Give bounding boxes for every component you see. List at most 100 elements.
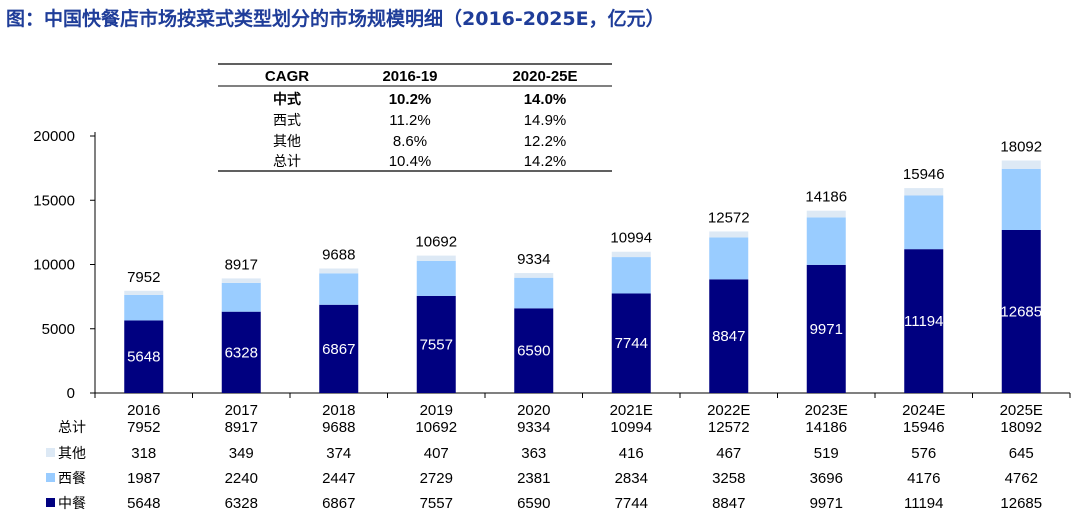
bar-segment-qita xyxy=(611,251,651,258)
bar-segment-qita xyxy=(1001,160,1041,169)
cagr-row-label: 中式 xyxy=(273,91,301,108)
cagr-value: 12.2% xyxy=(524,133,567,150)
bar-segment-qita xyxy=(514,273,554,278)
table-cell: 6328 xyxy=(225,495,258,512)
x-tick-label: 2024E xyxy=(902,402,945,419)
table-cell: 9688 xyxy=(322,419,355,436)
table-cell: 12572 xyxy=(708,419,750,436)
x-tick-label: 2017 xyxy=(225,402,258,419)
table-cell: 4176 xyxy=(907,470,940,487)
table-cell: 467 xyxy=(716,445,741,462)
chart-title: 图：中国快餐店市场按菜式类型划分的市场规模明细（2016-2025E，亿元） xyxy=(6,8,665,30)
total-label: 9334 xyxy=(517,251,550,268)
bar-segment-xican xyxy=(416,260,456,296)
bar-value-label: 5648 xyxy=(127,349,160,366)
bar-segment-qita xyxy=(709,231,749,238)
cagr-value: 14.2% xyxy=(524,153,567,170)
table-cell: 5648 xyxy=(127,495,160,512)
table-cell: 519 xyxy=(814,445,839,462)
table-cell: 10994 xyxy=(610,419,652,436)
bar-value-label: 7744 xyxy=(615,335,648,352)
table-cell: 6867 xyxy=(322,495,355,512)
bar-segment-qita xyxy=(221,278,261,283)
cagr-value: 8.6% xyxy=(393,133,427,150)
cagr-header: 2016-19 xyxy=(382,68,437,85)
cagr-row-label: 总计 xyxy=(273,154,301,170)
bar-segment-zhongcan xyxy=(416,295,456,393)
total-label: 8917 xyxy=(225,256,258,273)
bar-value-label: 12685 xyxy=(1000,303,1042,320)
cagr-row-label: 其他 xyxy=(273,134,301,150)
table-cell: 7744 xyxy=(615,495,648,512)
x-tick-label: 2021E xyxy=(610,402,653,419)
bar-segment-xican xyxy=(319,273,359,305)
x-tick-label: 2022E xyxy=(707,402,750,419)
bar-segment-zhongcan xyxy=(709,279,749,393)
bar-value-label: 7557 xyxy=(420,336,453,353)
cagr-value: 10.2% xyxy=(389,91,432,108)
axis-layer: 0 5000 10000 15000 20000 xyxy=(33,128,1071,402)
bar-segment-xican xyxy=(1001,168,1041,230)
x-tick-label: 2023E xyxy=(805,402,848,419)
bar-value-label: 11194 xyxy=(904,313,944,330)
x-tick-label: 2018 xyxy=(322,402,355,419)
legend-label: 中餐 xyxy=(58,496,86,512)
total-label: 10994 xyxy=(610,230,652,247)
table-cell: 416 xyxy=(619,445,644,462)
table-cell: 7557 xyxy=(420,495,453,512)
bar-segment-zhongcan xyxy=(221,311,261,393)
bar-segment-xican xyxy=(806,217,846,265)
bar-segment-xican xyxy=(124,294,164,321)
bar-segment-xican xyxy=(514,277,554,309)
table-cell: 7952 xyxy=(127,419,160,436)
table-cell: 2447 xyxy=(322,470,355,487)
total-label: 12572 xyxy=(708,209,750,226)
bars-layer xyxy=(124,160,1041,393)
bar-segment-qita xyxy=(806,210,846,218)
table-cell: 363 xyxy=(521,445,546,462)
table-cell: 407 xyxy=(424,445,449,462)
bar-value-label: 6328 xyxy=(225,344,258,361)
table-cell: 18092 xyxy=(1000,419,1042,436)
total-label: 15946 xyxy=(903,166,945,183)
table-cell: 9971 xyxy=(810,495,843,512)
cagr-header: CAGR xyxy=(265,68,309,85)
table-cell: 2834 xyxy=(615,470,648,487)
table-cell: 11194 xyxy=(904,495,944,512)
labels-layer: 5648 7952 2016 6328 8917 2017 6867 9688 2018 7557… xyxy=(127,139,1043,419)
bar-value-label: 6590 xyxy=(517,343,550,360)
y-tick-label: 0 xyxy=(67,385,75,402)
bar-segment-zhongcan xyxy=(1001,229,1041,393)
x-tick-label: 2020 xyxy=(517,402,550,419)
bar-value-label: 8847 xyxy=(712,328,745,345)
cagr-table: CAGR 2016-19 2020-25E 中式 10.2% 14.0% 西式 11.2% 14… xyxy=(218,63,612,172)
bar-segment-zhongcan xyxy=(319,304,359,393)
bar-segment-qita xyxy=(416,255,456,261)
total-label: 9688 xyxy=(322,247,355,264)
bar-segment-zhongcan xyxy=(904,249,944,393)
bar-segment-zhongcan xyxy=(124,320,164,393)
y-tick-label: 15000 xyxy=(33,192,75,209)
table-cell: 12685 xyxy=(1000,495,1042,512)
table-cell: 8917 xyxy=(225,419,258,436)
bar-value-label: 9971 xyxy=(810,321,843,338)
legend-swatch xyxy=(46,448,55,457)
bar-segment-xican xyxy=(611,257,651,294)
cagr-value: 11.2% xyxy=(389,112,430,129)
legend-swatch xyxy=(46,473,55,482)
bar-segment-qita xyxy=(124,290,164,295)
table-cell: 576 xyxy=(911,445,936,462)
x-tick-label: 2019 xyxy=(420,402,453,419)
cagr-value: 14.0% xyxy=(524,91,567,108)
y-tick-label: 20000 xyxy=(33,128,75,145)
table-cell: 4762 xyxy=(1005,470,1038,487)
data-table: 总计 7952 8917 9688 10692 9334 10994 12572 14186 15… xyxy=(46,419,1042,512)
table-cell: 3258 xyxy=(712,470,745,487)
bar-segment-zhongcan xyxy=(514,308,554,393)
table-cell: 645 xyxy=(1009,445,1034,462)
y-tick-label: 10000 xyxy=(33,257,75,274)
y-tick-label: 5000 xyxy=(42,321,75,338)
bar-segment-xican xyxy=(709,237,749,280)
table-cell: 9334 xyxy=(517,419,550,436)
